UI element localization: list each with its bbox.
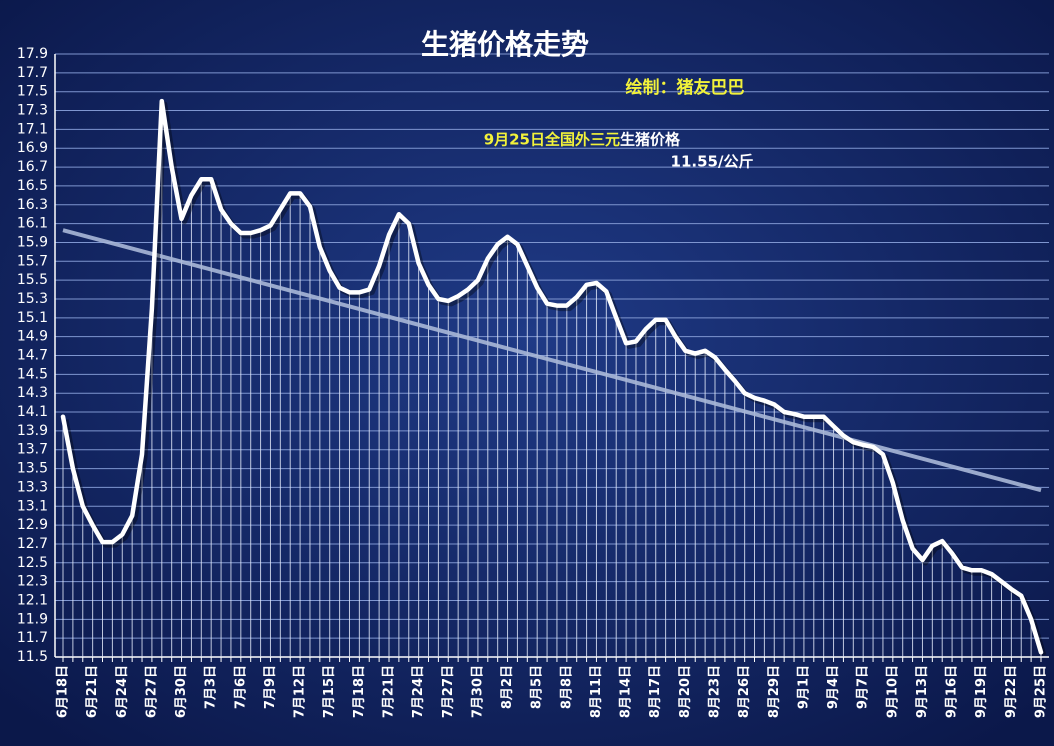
x-tick-label: 6月18日 bbox=[56, 665, 71, 718]
x-tick-label: 7月27日 bbox=[441, 665, 456, 718]
y-tick-label: 12.1 bbox=[17, 592, 48, 608]
x-tick-label: 7月24日 bbox=[411, 665, 426, 718]
y-tick-label: 15.1 bbox=[17, 310, 48, 326]
x-tick-label: 7月6日 bbox=[233, 665, 248, 709]
x-tick-label: 9月1日 bbox=[796, 665, 811, 709]
y-tick-label: 14.3 bbox=[17, 385, 48, 401]
y-tick-label: 15.3 bbox=[17, 291, 48, 307]
x-tick-label: 9月25日 bbox=[1034, 665, 1049, 718]
y-tick-label: 12.9 bbox=[17, 517, 48, 533]
x-tick-label: 8月29日 bbox=[767, 665, 782, 718]
x-tick-label: 9月7日 bbox=[856, 665, 871, 709]
price-line bbox=[60, 98, 1044, 655]
y-tick-label: 14.7 bbox=[17, 348, 48, 364]
x-tick-label: 7月3日 bbox=[204, 665, 219, 709]
x-tick-label: 8月17日 bbox=[648, 665, 663, 718]
y-tick-label: 16.1 bbox=[17, 216, 48, 232]
annotation-date: 9月25日全国外三元 bbox=[484, 131, 620, 149]
y-tick-label: 14.9 bbox=[17, 329, 48, 345]
x-tick-label: 6月24日 bbox=[115, 665, 130, 718]
y-tick-label: 17.5 bbox=[17, 84, 48, 100]
x-tick-label: 9月19日 bbox=[974, 665, 989, 718]
x-tick-label: 8月26日 bbox=[737, 665, 752, 718]
y-tick-label: 13.7 bbox=[17, 442, 48, 458]
y-tick-label: 12.5 bbox=[17, 555, 48, 571]
annotation-label: 生猪价格 bbox=[620, 131, 681, 149]
x-tick-label: 6月30日 bbox=[174, 665, 189, 718]
annotation-price: 11.55/公斤 bbox=[671, 153, 754, 171]
x-tick-label: 9月10日 bbox=[885, 665, 900, 718]
x-tick-label: 7月15日 bbox=[322, 665, 337, 718]
x-tick-label: 7月12日 bbox=[293, 665, 308, 718]
y-tick-label: 15.7 bbox=[17, 253, 48, 269]
x-tick-label: 8月11日 bbox=[589, 665, 604, 718]
x-tick-label: 8月14日 bbox=[619, 665, 634, 718]
y-tick-label: 15.9 bbox=[17, 234, 48, 250]
credit: 绘制：猪友巴巴 bbox=[626, 77, 745, 98]
x-tick-label: 9月4日 bbox=[826, 665, 841, 709]
x-tick-label: 6月27日 bbox=[144, 665, 159, 718]
y-tick-label: 13.9 bbox=[17, 423, 48, 439]
y-tick-label: 17.7 bbox=[17, 65, 48, 81]
y-tick-label: 13.5 bbox=[17, 461, 48, 477]
x-tick-label: 8月20日 bbox=[678, 665, 693, 718]
y-tick-label: 14.5 bbox=[17, 366, 48, 382]
y-tick-label: 12.3 bbox=[17, 574, 48, 590]
x-tick-label: 9月22日 bbox=[1004, 665, 1019, 718]
y-tick-label: 15.5 bbox=[17, 272, 48, 288]
x-tick-label: 7月30日 bbox=[470, 665, 485, 718]
y-tick-label: 16.7 bbox=[17, 159, 48, 175]
y-tick-label: 16.3 bbox=[17, 197, 48, 213]
y-tick-label: 12.7 bbox=[17, 536, 48, 552]
x-tick-label: 6月21日 bbox=[85, 665, 100, 718]
y-tick-label: 17.1 bbox=[17, 121, 48, 137]
y-tick-label: 11.7 bbox=[17, 630, 48, 646]
x-tick-label: 8月23日 bbox=[708, 665, 723, 718]
x-tick-label: 7月9日 bbox=[263, 665, 278, 709]
x-tick-label: 8月8日 bbox=[559, 665, 574, 709]
y-tick-label: 13.3 bbox=[17, 479, 48, 495]
x-tick-label: 7月21日 bbox=[382, 665, 397, 718]
x-tick-label: 8月2日 bbox=[500, 665, 515, 709]
x-tick-label: 9月13日 bbox=[915, 665, 930, 718]
y-tick-label: 17.9 bbox=[17, 46, 48, 62]
y-tick-label: 14.1 bbox=[17, 404, 48, 420]
y-tick-label: 11.5 bbox=[17, 649, 48, 665]
y-tick-label: 16.5 bbox=[17, 178, 48, 194]
x-tick-label: 9月16日 bbox=[945, 665, 960, 718]
trend-line bbox=[62, 228, 1042, 493]
y-tick-label: 16.9 bbox=[17, 140, 48, 156]
y-tick-label: 11.9 bbox=[17, 611, 48, 627]
x-tick-label: 7月18日 bbox=[352, 665, 367, 718]
y-tick-label: 17.3 bbox=[17, 103, 48, 119]
y-tick-label: 13.1 bbox=[17, 498, 48, 514]
chart-title: 生猪价格走势 bbox=[421, 28, 589, 61]
x-tick-label: 8月5日 bbox=[530, 665, 545, 709]
